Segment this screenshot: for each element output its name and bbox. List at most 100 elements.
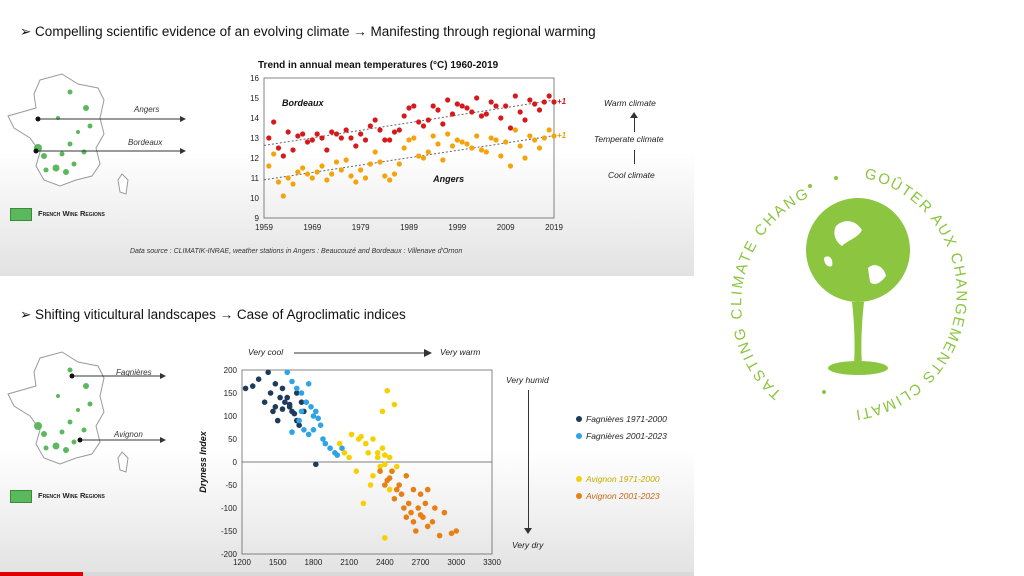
bordeaux-point xyxy=(512,93,518,99)
avignon-2001-point xyxy=(424,486,431,493)
x-tick-label: 1989 xyxy=(400,223,418,232)
bordeaux-point xyxy=(551,99,557,105)
fagnieres-2001-point xyxy=(289,378,295,385)
map-label-fagnieres: Fagnières xyxy=(116,368,152,377)
y-tick-label: 11 xyxy=(251,174,260,183)
bordeaux-point xyxy=(435,107,441,113)
fagnieres-1971-point xyxy=(255,376,262,382)
avignon-1971-point xyxy=(382,452,388,458)
avignon-1971-point xyxy=(386,486,393,493)
wine-region-legend: French Wine Regions xyxy=(38,209,105,218)
bordeaux-point xyxy=(372,117,378,123)
fagnieres-1971-point xyxy=(272,381,279,387)
avignon-1971-point xyxy=(384,387,391,394)
angers-point xyxy=(362,175,369,181)
angers-point xyxy=(367,161,373,167)
avignon-1971-point xyxy=(377,463,383,470)
bordeaux-point xyxy=(300,131,306,137)
fagnieres-1971-point xyxy=(270,408,276,415)
angers-point xyxy=(517,143,523,149)
bordeaux-point xyxy=(290,147,296,153)
avignon-2001-point xyxy=(391,496,398,502)
fagnieres-1971-point xyxy=(282,399,288,405)
angers-point xyxy=(319,163,325,169)
bordeaux-point xyxy=(498,115,504,121)
bordeaux-point xyxy=(411,103,417,109)
angers-point xyxy=(329,171,335,177)
france-map-bottom xyxy=(7,351,166,473)
fagnieres-2001-point xyxy=(301,427,307,433)
fagnieres-2001-point xyxy=(317,422,324,428)
fagnieres-1971-point xyxy=(279,385,286,392)
angers-point xyxy=(469,145,475,151)
fagnieres-2001-point xyxy=(284,369,291,376)
angers-point xyxy=(449,143,456,149)
angers-point xyxy=(425,149,431,155)
angers-point xyxy=(300,165,306,171)
video-progress-bar[interactable] xyxy=(0,572,694,576)
bordeaux-point xyxy=(362,137,369,143)
x-tick-label: 1200 xyxy=(233,558,251,567)
avignon-2001-point xyxy=(429,519,436,525)
climate-evidence-slide: ➢ Compelling scientific evidence of an e… xyxy=(0,0,694,276)
bordeaux-point xyxy=(483,111,489,117)
avignon-2001-point xyxy=(396,482,402,488)
y-tick-label: 50 xyxy=(228,435,237,444)
bordeaux-point xyxy=(449,111,456,117)
avignon-1971-point xyxy=(365,450,371,456)
climate-scale-arrow xyxy=(634,116,635,132)
avignon-2001-point xyxy=(410,486,417,493)
bordeaux-point xyxy=(488,99,494,105)
angers-point xyxy=(324,177,330,183)
avignon-1971-point xyxy=(336,440,343,447)
fagnieres-1971-point xyxy=(277,394,283,401)
fagnieres-1971-point xyxy=(286,401,293,408)
bordeaux-point xyxy=(275,145,282,151)
x-tick-label: 3000 xyxy=(447,558,465,567)
avignon-2001-point xyxy=(436,532,443,539)
fagnieres-2001-point xyxy=(315,415,321,422)
fagnieres-1971-point xyxy=(261,399,268,405)
angers-point xyxy=(266,163,272,169)
bordeaux-point xyxy=(517,109,523,115)
bordeaux-point xyxy=(522,117,528,123)
bordeaux-point xyxy=(304,139,311,145)
angers-point xyxy=(353,179,359,185)
avignon-1971-point xyxy=(374,450,381,456)
angers-point xyxy=(478,147,485,153)
bordeaux-point xyxy=(382,137,388,143)
avignon-2001-point xyxy=(408,509,414,516)
bordeaux-point xyxy=(425,117,431,123)
bordeaux-point xyxy=(343,127,349,133)
avignon-2001-point xyxy=(393,486,400,493)
video-progress-fill xyxy=(0,572,84,576)
angers-point xyxy=(338,167,344,173)
bordeaux-warming-label: +1.2°C xyxy=(557,97,566,106)
fagnieres-2001-point xyxy=(298,390,305,396)
bordeaux-point xyxy=(280,153,286,159)
bordeaux-point xyxy=(478,113,485,119)
angers-point xyxy=(551,133,557,139)
bordeaux-point xyxy=(358,131,364,137)
y-tick-label: -200 xyxy=(221,550,238,559)
avignon-2001-point xyxy=(382,482,388,488)
y-tick-label: 10 xyxy=(250,194,259,203)
bordeaux-point xyxy=(464,105,470,111)
bordeaux-point xyxy=(396,127,402,133)
very-humid-label: Very humid xyxy=(506,375,549,385)
avignon-2001-point xyxy=(413,528,419,534)
bordeaux-point xyxy=(420,123,427,129)
fagnieres-2001-point xyxy=(310,427,317,433)
fagnieres-1971-point xyxy=(249,383,256,389)
avignon-2001-point xyxy=(405,500,412,507)
angers-point xyxy=(483,149,489,155)
temperate-climate-label: Temperate climate xyxy=(594,134,664,144)
bordeaux-point xyxy=(367,123,373,129)
cool-climate-label: Cool climate xyxy=(608,170,655,180)
avignon-2001-point xyxy=(441,509,448,516)
fagnieres-1971-point xyxy=(296,422,302,428)
bordeaux-point xyxy=(440,121,446,127)
angers-point xyxy=(493,137,499,143)
y-tick-label: -50 xyxy=(225,481,237,490)
avignon-1971-point xyxy=(379,445,386,451)
